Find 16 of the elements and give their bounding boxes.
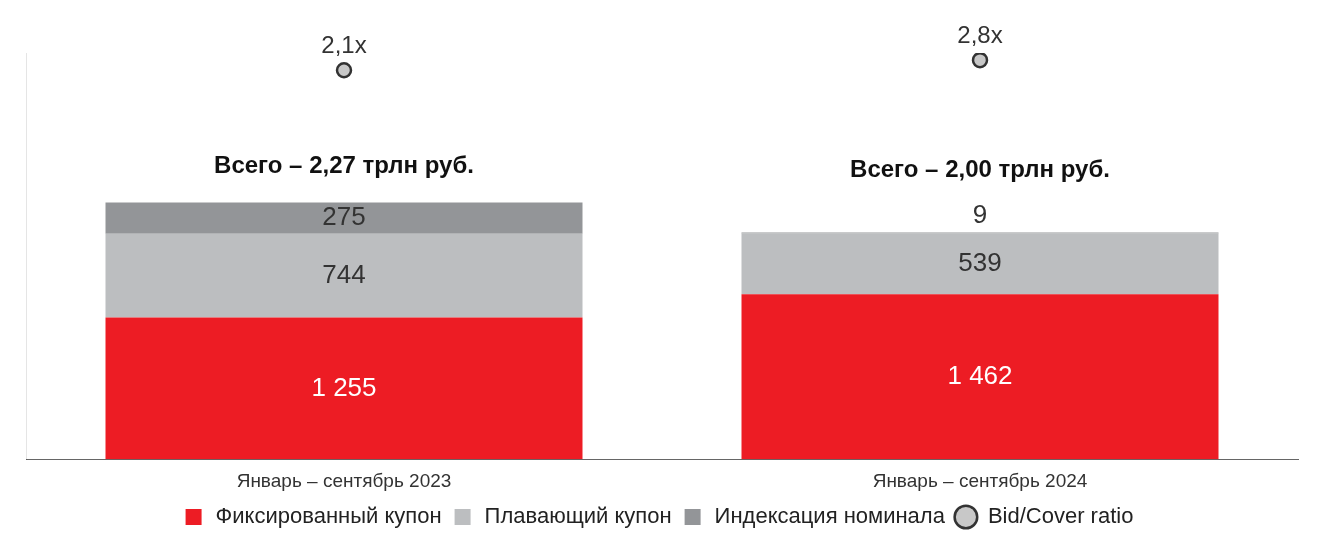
data-label: 275 xyxy=(322,201,366,232)
data-label: 1 462 xyxy=(947,359,1013,390)
annotation: Всего – 2,27 трлн руб. xyxy=(214,151,474,179)
legend-label: Фиксированный купон xyxy=(215,503,442,529)
legend-label: Индексация номинала xyxy=(714,503,946,529)
data-label: 9 xyxy=(972,198,988,229)
data-label: 2,1x xyxy=(321,30,367,58)
legend-label: Bid/Cover ratio xyxy=(987,503,1134,529)
data-label: 744 xyxy=(322,258,366,289)
data-label: 2,8x xyxy=(957,20,1003,48)
annotation: Всего – 2,00 трлн руб. xyxy=(850,155,1110,183)
x-tick-label: Январь – сентябрь 2024 xyxy=(872,469,1088,491)
data-label: 1 255 xyxy=(311,371,377,402)
data-label: 539 xyxy=(958,247,1002,277)
legend-label: Плавающий купон xyxy=(484,503,672,529)
x-tick-label: Январь – сентябрь 2023 xyxy=(236,469,452,491)
